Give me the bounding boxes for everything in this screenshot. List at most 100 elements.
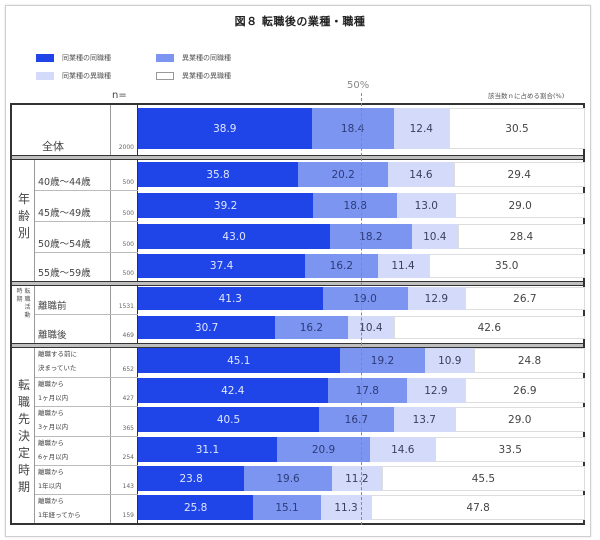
row-label: 離職前 [38,301,67,312]
group-label-timing: 時期 転職活動 [16,288,31,319]
legend-item-diff-industry-same-job: 異業種の同職種 [156,53,231,63]
n-value: 500 [122,210,134,217]
row-label-line2: 決まっていた [38,364,77,372]
legend-item-same-industry-same-job: 同業種の同職種 [36,53,111,63]
legend-swatch [156,72,174,80]
bar-segment-same-industry-same-job: 38.9 [138,108,312,149]
row-divider [35,406,138,407]
stacked-bar: 31.1 20.9 14.6 33.5 [138,437,585,462]
row-divider [35,221,138,222]
bar-segment-diff-industry-diff-job: 47.8 [371,495,585,520]
bar-segment-same-industry-diff-job: 13.0 [397,193,456,218]
stacked-bar: 42.4 17.8 12.9 26.9 [138,378,585,403]
bar-segment-diff-industry-diff-job: 24.8 [474,348,585,373]
row-label-line1: 離職から [38,439,64,447]
group-separator [12,155,583,160]
stacked-bar: 41.3 19.0 12.9 26.7 [138,287,585,310]
n-value: 2000 [118,144,134,151]
group-separator [12,343,583,348]
stacked-bar: 38.9 18.4 12.4 30.5 [138,108,585,149]
bar-segment-diff-industry-diff-job: 45.5 [381,466,586,491]
legend-swatch [156,54,174,62]
bar-segment-diff-industry-same-job: 19.0 [322,287,408,310]
legend-swatch [36,54,54,62]
stacked-bar: 35.8 20.2 14.6 29.4 [138,162,585,187]
bar-segment-diff-industry-diff-job: 29.0 [455,193,585,218]
row-label: 離職から 1年以内 [38,467,64,492]
row-label: 40歳〜44歳 [38,177,91,188]
bar-segment-same-industry-diff-job: 11.2 [331,466,382,491]
bar-segment-same-industry-same-job: 42.4 [138,378,328,403]
row-label: 離職から 1ヶ月以内 [38,379,68,404]
row-label-line1: 離職から [38,497,64,505]
n-value: 1531 [118,303,134,310]
bar-segment-diff-industry-same-job: 20.2 [298,162,389,187]
chart-table: 全体 2000 38.9 18.4 12.4 30.5 40歳〜44歳 500 35.8 20.2… [10,103,586,525]
row-label-line1: 離職から [38,380,64,388]
chart-title: 図８ 転職後の業種・職種 [234,15,366,28]
row-label-line2: 6ヶ月以内 [38,453,69,461]
legend-label: 同業種の異職種 [62,72,111,80]
stacked-bar: 23.8 19.6 11.2 45.5 [138,466,586,491]
row-divider [35,494,138,495]
bar-segment-same-industry-diff-job: 11.3 [320,495,372,520]
n-value: 469 [122,332,134,339]
row-divider [35,377,138,378]
row-label: 55歳〜59歳 [38,268,91,279]
row-label: 全体 [42,140,64,153]
n-value: 365 [122,425,134,432]
row-divider [35,252,138,253]
bar-segment-same-industry-same-job: 35.8 [138,162,299,187]
bar-segment-same-industry-same-job: 39.2 [138,193,314,218]
stacked-bar: 37.4 16.2 11.4 35.0 [138,254,585,278]
bar-segment-same-industry-same-job: 23.8 [138,466,245,491]
n-value: 254 [122,454,134,461]
row-label-line2: 3ヶ月以内 [38,423,69,431]
stacked-bar: 25.8 15.1 11.3 47.8 [138,495,585,520]
bar-segment-same-industry-diff-job: 12.9 [407,287,466,310]
bar-segment-diff-industry-same-job: 18.2 [330,224,412,249]
bar-segment-diff-industry-same-job: 16.2 [275,316,348,339]
bar-segment-diff-industry-diff-job: 28.4 [458,224,585,249]
bar-segment-same-industry-diff-job: 11.4 [377,254,429,278]
bar-segment-diff-industry-diff-job: 26.7 [465,287,585,310]
row-divider [35,314,138,315]
row-label: 離職後 [38,330,67,341]
bar-segment-diff-industry-same-job: 20.9 [276,437,371,462]
bar-segment-diff-industry-same-job: 16.2 [305,254,378,278]
bar-segment-same-industry-same-job: 40.5 [138,407,320,432]
legend-label: 異業種の異職種 [182,72,231,80]
legend-label: 同業種の同職種 [62,54,111,62]
row-label-line1: 離職から [38,468,64,476]
bar-segment-diff-industry-diff-job: 30.5 [448,108,585,149]
group-label-age: 年齢別 [17,192,30,240]
bar-segment-same-industry-diff-job: 14.6 [370,437,436,462]
group-column-divider [34,159,35,523]
n-header: n= [112,90,127,101]
bar-segment-diff-industry-diff-job: 29.4 [453,162,585,187]
row-label-line2: 1年以内 [38,482,62,490]
group-label-decision: 転職先決定時期 [17,378,30,494]
row-label: 45歳〜49歳 [38,208,91,219]
stacked-bar: 39.2 18.8 13.0 29.0 [138,193,585,218]
n-value: 143 [122,483,134,490]
n-value: 427 [122,395,134,402]
bar-segment-same-industry-same-job: 43.0 [138,224,331,249]
fifty-percent-label: 50% [347,80,370,91]
row-label-line1: 離職から [38,409,64,417]
n-value: 652 [122,366,134,373]
row-label: 離職する前に 決まっていた [38,349,77,374]
bar-segment-same-industry-same-job: 31.1 [138,437,277,462]
bar-segment-diff-industry-diff-job: 29.0 [454,407,585,432]
bar-segment-same-industry-same-job: 30.7 [138,316,276,339]
n-value: 500 [122,179,134,186]
stacked-bar: 30.7 16.2 10.4 42.6 [138,316,585,339]
bar-segment-same-industry-same-job: 25.8 [138,495,254,520]
bar-segment-diff-industry-same-job: 15.1 [253,495,321,520]
row-label: 離職から 6ヶ月以内 [38,438,68,463]
row-label-line1: 離職する前に [38,350,77,358]
bar-segment-same-industry-diff-job: 12.9 [407,378,465,403]
row-label: 50歳〜54歳 [38,239,91,250]
legend-swatch [36,72,54,80]
row-divider [35,190,138,191]
